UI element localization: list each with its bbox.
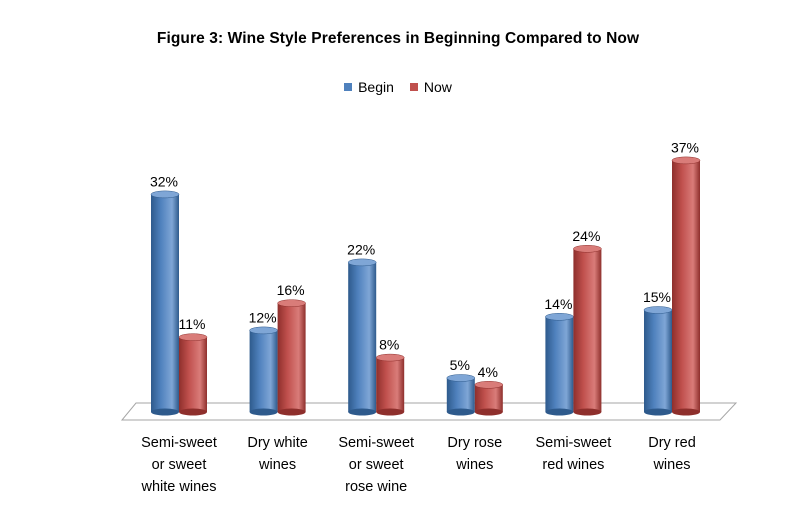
category-label-line: Semi-sweet bbox=[141, 435, 217, 451]
bar-begin-4 bbox=[545, 316, 574, 412]
data-label-begin-5: 15% bbox=[643, 289, 671, 305]
data-label-now-1: 16% bbox=[277, 282, 305, 298]
bar-cap-begin-3 bbox=[446, 374, 476, 382]
data-label-begin-4: 14% bbox=[544, 296, 572, 312]
chart-title: Figure 3: Wine Style Preferences in Begi… bbox=[156, 30, 640, 47]
bar-base-begin-2 bbox=[348, 408, 377, 416]
bar-base-begin-3 bbox=[446, 408, 475, 416]
bar-cap-begin-2 bbox=[347, 258, 377, 267]
bar-now-2 bbox=[376, 357, 405, 412]
chart-floor bbox=[120, 402, 738, 421]
bar-base-now-4 bbox=[573, 408, 602, 416]
category-label-4: Semi-sweet red wines bbox=[518, 432, 628, 476]
bar-cap-begin-1 bbox=[249, 326, 278, 335]
bar-base-begin-5 bbox=[644, 408, 672, 416]
category-label-2: Semi-sweet or sweet rose wine bbox=[321, 432, 431, 498]
bar-now-4 bbox=[573, 248, 602, 412]
bar-cap-now-1 bbox=[277, 299, 306, 307]
category-label-line: white wines bbox=[141, 479, 217, 495]
bar-cap-begin-0 bbox=[150, 190, 180, 199]
legend-item-begin: Begin bbox=[344, 79, 394, 95]
bar-cap-now-0 bbox=[178, 333, 208, 341]
bar-now-0 bbox=[179, 337, 207, 412]
bar-cap-begin-5 bbox=[643, 306, 673, 314]
category-label-line: or sweet bbox=[151, 457, 207, 473]
data-label-now-4: 24% bbox=[572, 228, 600, 244]
category-label-line: or sweet bbox=[348, 457, 404, 473]
bar-begin-1 bbox=[249, 330, 278, 412]
bar-base-begin-4 bbox=[545, 408, 574, 416]
bar-cap-now-5 bbox=[671, 156, 701, 165]
bar-begin-3 bbox=[446, 378, 475, 412]
category-label-line: Dry red bbox=[648, 435, 696, 451]
bar-base-now-5 bbox=[672, 408, 700, 416]
data-label-now-3: 4% bbox=[478, 364, 498, 380]
category-label-line: Dry rose bbox=[447, 435, 503, 451]
category-label-line: red wines bbox=[542, 457, 605, 473]
bar-cap-now-2 bbox=[375, 353, 405, 362]
bar-now-1 bbox=[277, 303, 306, 412]
category-label-line: Semi-sweet bbox=[338, 435, 415, 451]
bar-now-5 bbox=[672, 160, 700, 412]
bar-cap-begin-4 bbox=[545, 313, 574, 321]
bar-cap-now-3 bbox=[474, 381, 504, 389]
bar-base-now-1 bbox=[277, 408, 306, 416]
bar-base-begin-1 bbox=[249, 408, 278, 416]
bar-base-now-0 bbox=[179, 408, 207, 416]
category-label-0: Semi-sweet or sweet white wines bbox=[124, 432, 234, 498]
bar-base-now-2 bbox=[376, 408, 405, 416]
data-label-begin-1: 12% bbox=[249, 309, 277, 325]
category-label-line: wines bbox=[259, 457, 297, 473]
category-label-line: wines bbox=[456, 457, 494, 473]
category-label-line: wines bbox=[653, 457, 691, 473]
data-label-begin-3: 5% bbox=[450, 357, 470, 373]
bar-base-begin-0 bbox=[151, 408, 179, 416]
data-label-now-2: 8% bbox=[379, 337, 399, 353]
category-label-3: Dry rose wines bbox=[420, 432, 530, 476]
data-label-now-5: 37% bbox=[671, 139, 699, 155]
data-label-begin-2: 22% bbox=[347, 241, 375, 257]
category-label-line: Semi-sweet bbox=[535, 435, 612, 451]
legend-label-now: Now bbox=[423, 79, 452, 95]
legend-swatch-begin bbox=[344, 83, 353, 91]
bar-base-now-3 bbox=[474, 408, 503, 416]
legend-swatch-now bbox=[409, 83, 418, 91]
bar-cap-now-4 bbox=[573, 245, 602, 253]
category-label-line: Dry white bbox=[247, 435, 308, 451]
data-label-begin-0: 32% bbox=[150, 173, 178, 189]
category-label-5: Dry red wines bbox=[617, 432, 727, 476]
bar-begin-0 bbox=[151, 194, 179, 412]
bar-now-3 bbox=[474, 384, 503, 412]
category-label-line: rose wine bbox=[345, 479, 408, 495]
category-label-1: Dry white wines bbox=[223, 432, 333, 476]
data-label-now-0: 11% bbox=[179, 316, 206, 332]
legend-label-begin: Begin bbox=[358, 79, 394, 95]
legend-item-now: Now bbox=[409, 79, 452, 95]
legend: Begin Now bbox=[0, 79, 796, 95]
bar-begin-5 bbox=[644, 310, 672, 412]
bar-begin-2 bbox=[348, 262, 377, 412]
